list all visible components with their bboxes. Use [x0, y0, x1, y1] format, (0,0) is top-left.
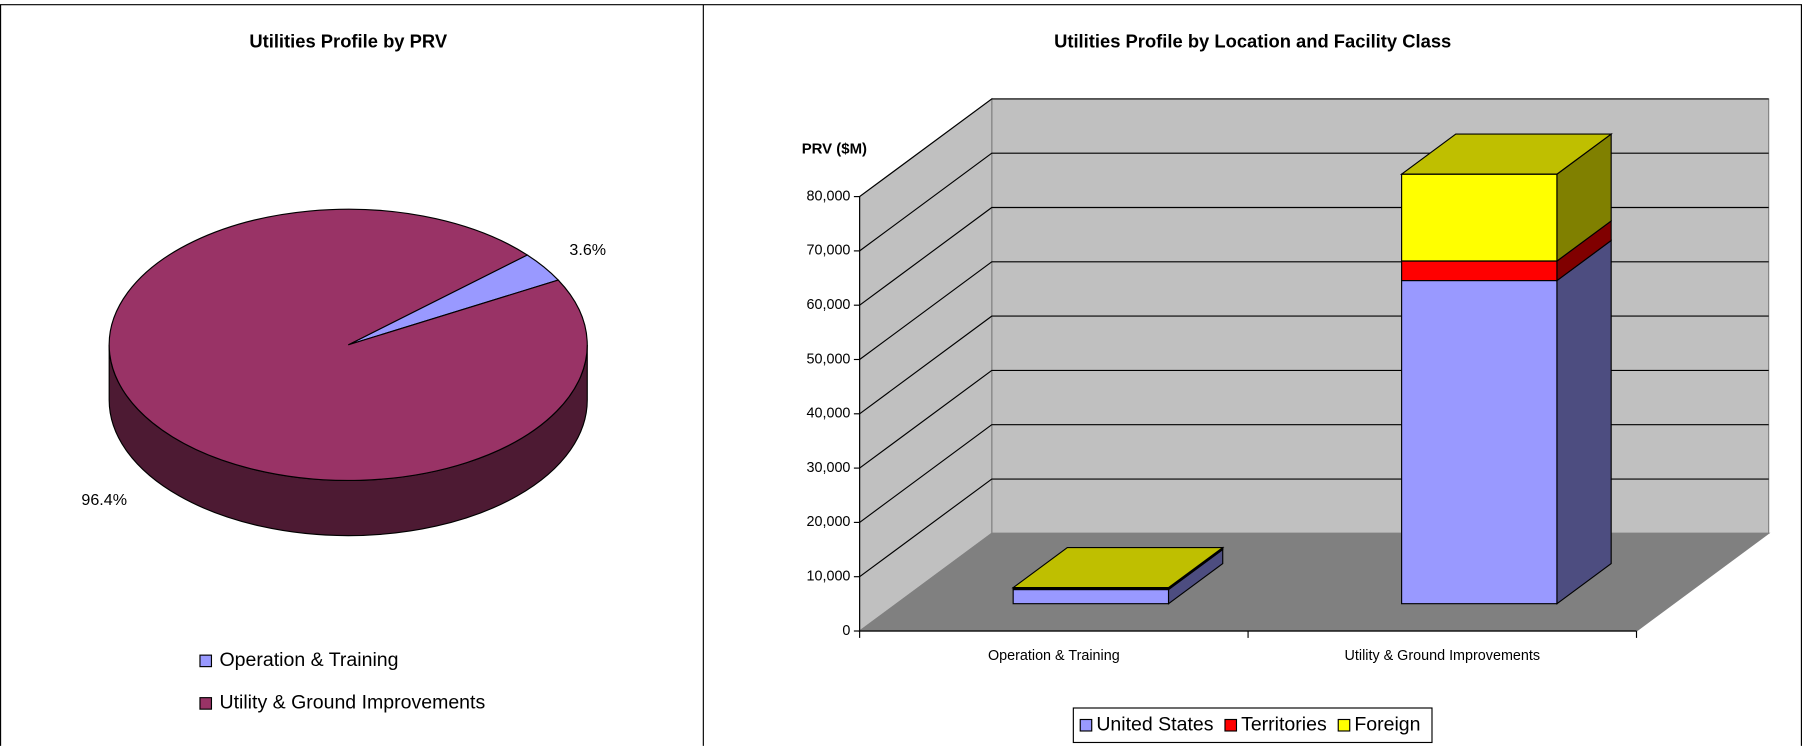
bar-front — [1401, 173, 1558, 262]
y-tick-label: 60,000 — [807, 297, 851, 313]
legend-swatch — [1337, 718, 1351, 732]
y-tick-label: 80,000 — [807, 188, 851, 204]
grid-line — [859, 98, 1769, 198]
bar-segment — [1401, 239, 1612, 605]
bar-segment — [1011, 546, 1225, 590]
pie-slice — [108, 208, 588, 481]
legend-label: Territories — [1241, 713, 1327, 735]
y-tick-label: 50,000 — [807, 351, 851, 367]
bar-front — [1401, 260, 1558, 282]
chart-title: Utilities Profile by Location and Facili… — [1054, 30, 1451, 51]
legend-swatch — [199, 654, 213, 668]
bar-segment — [1401, 219, 1612, 282]
legend-swatch — [1224, 718, 1238, 732]
x-tick-label: Operation & Training — [988, 648, 1120, 664]
bar-front — [1012, 588, 1170, 605]
data-label: 3.6% — [569, 241, 606, 259]
bar-side — [1556, 239, 1612, 605]
legend-swatch — [1079, 718, 1093, 732]
y-tick-label: 0 — [842, 623, 850, 639]
chart-title: Utilities Profile by PRV — [249, 30, 447, 51]
y-tick-label: 70,000 — [807, 243, 851, 259]
bar-top — [1011, 547, 1225, 589]
y-tick-label: 30,000 — [807, 460, 851, 476]
bar-front — [1401, 279, 1558, 605]
y-tick-label: 40,000 — [807, 406, 851, 422]
grid-line-segment — [859, 98, 1769, 198]
y-tick-label: 20,000 — [807, 514, 851, 530]
legend-label: Foreign — [1354, 713, 1420, 735]
legend-swatch — [199, 697, 213, 710]
bar-segment — [1399, 132, 1613, 263]
x-tick-label: Utility & Ground Improvements — [1345, 648, 1541, 664]
legend-label: United States — [1096, 713, 1213, 735]
legend-label: Utility & Ground Improvements — [220, 692, 486, 714]
legend-box — [1072, 707, 1433, 744]
y-axis-title: PRV ($M) — [802, 140, 867, 157]
legend-label: Operation & Training — [220, 649, 399, 671]
data-label: 96.4% — [81, 491, 127, 509]
floor — [857, 532, 1771, 632]
bar-top — [1399, 133, 1613, 175]
y-tick-label: 10,000 — [807, 568, 851, 584]
